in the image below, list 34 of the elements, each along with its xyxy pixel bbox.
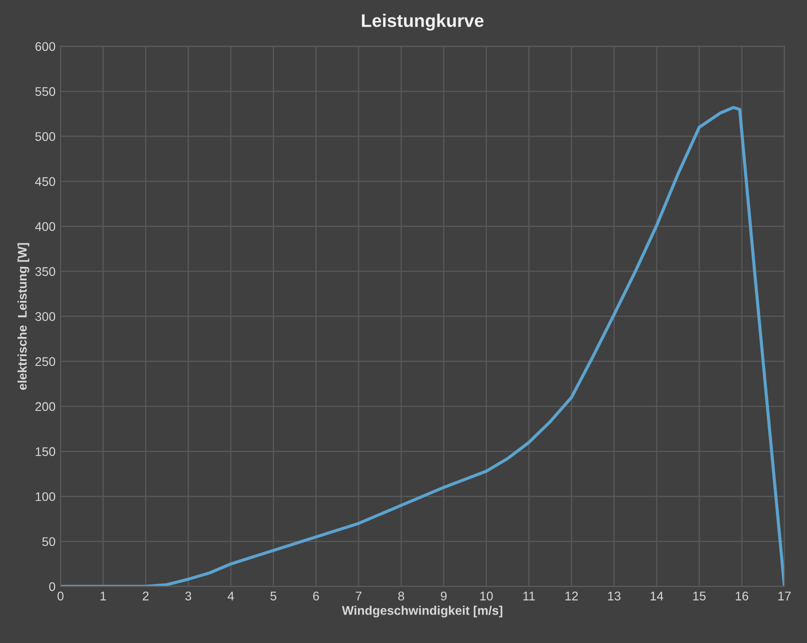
x-axis-title: Windgeschwindigkeit [m/s] bbox=[342, 606, 502, 618]
x-tick-label: 8 bbox=[398, 592, 404, 600]
y-tick-label: 350 bbox=[35, 267, 56, 276]
y-axis-title: elektrische Leistung [W] bbox=[18, 243, 30, 390]
y-tick-label: 100 bbox=[36, 492, 56, 502]
y-tick-label: 500 bbox=[35, 132, 56, 141]
y-tick-label: 200 bbox=[35, 402, 56, 412]
x-tick-label: 11 bbox=[523, 592, 535, 600]
y-tick-label: 50 bbox=[42, 537, 56, 546]
x-tick-label: 0 bbox=[58, 592, 64, 600]
x-tick-label: 13 bbox=[608, 592, 620, 600]
x-tick-label: 2 bbox=[142, 592, 149, 600]
x-tick-label: 4 bbox=[228, 592, 234, 600]
y-tick-label: 550 bbox=[35, 87, 56, 96]
x-tick-label: 6 bbox=[313, 592, 319, 600]
y-tick-label: 150 bbox=[36, 447, 56, 456]
x-tick-label: 10 bbox=[480, 592, 493, 600]
y-tick-label: 600 bbox=[35, 42, 56, 51]
x-tick-label: 1 bbox=[100, 592, 106, 600]
x-tick-label: 15 bbox=[693, 592, 706, 600]
x-tick-label: 3 bbox=[185, 592, 192, 600]
y-tick-label: 300 bbox=[35, 312, 56, 322]
x-tick-label: 16 bbox=[736, 592, 748, 600]
chart-title: Leistungkurve bbox=[362, 14, 484, 31]
x-tick-label: 5 bbox=[270, 592, 276, 600]
y-tick-label: 0 bbox=[49, 582, 56, 592]
y-tick-label: 450 bbox=[35, 177, 56, 186]
y-tick-label: 400 bbox=[35, 222, 56, 231]
x-tick-label: 9 bbox=[440, 592, 447, 600]
x-tick-label: 14 bbox=[650, 592, 664, 600]
x-tick-label: 12 bbox=[566, 592, 578, 600]
x-tick-label: 17 bbox=[778, 592, 791, 600]
y-tick-label: 250 bbox=[35, 357, 56, 366]
x-tick-label: 7 bbox=[356, 592, 362, 600]
